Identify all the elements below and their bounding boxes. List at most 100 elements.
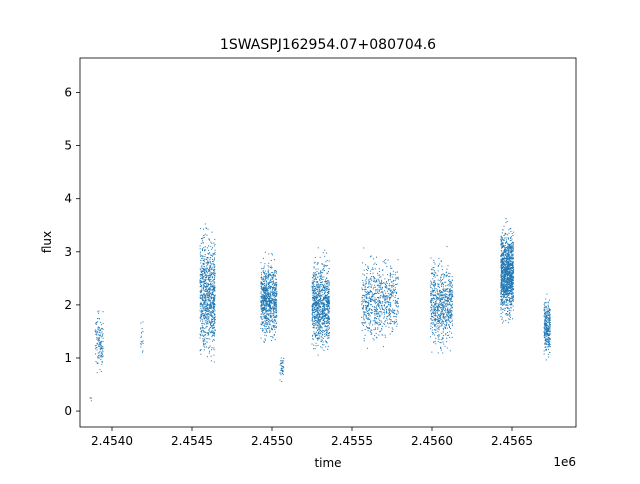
data-point xyxy=(273,305,275,307)
data-point xyxy=(273,281,275,283)
data-point xyxy=(382,295,384,297)
data-point xyxy=(323,302,325,304)
data-point xyxy=(273,302,275,304)
data-point xyxy=(362,279,364,281)
data-point xyxy=(507,267,509,269)
data-point xyxy=(364,334,366,336)
data-point xyxy=(434,282,436,284)
data-point xyxy=(211,307,213,309)
data-point xyxy=(214,272,216,274)
data-point xyxy=(267,313,269,315)
data-point xyxy=(213,278,215,280)
data-point xyxy=(214,267,216,269)
data-point xyxy=(364,280,366,282)
data-point xyxy=(273,284,275,286)
data-point xyxy=(276,292,278,294)
data-point xyxy=(316,302,318,304)
data-point xyxy=(205,299,207,301)
data-point xyxy=(206,290,208,292)
data-point xyxy=(210,311,212,313)
data-point xyxy=(436,296,438,298)
data-point xyxy=(444,300,446,302)
data-point xyxy=(446,331,448,333)
data-point xyxy=(509,277,511,279)
data-point xyxy=(268,301,270,303)
data-point xyxy=(200,272,202,274)
data-point xyxy=(263,295,265,297)
data-point xyxy=(318,328,320,330)
data-point xyxy=(205,286,207,287)
data-point xyxy=(274,283,276,285)
data-point xyxy=(101,360,103,362)
data-point xyxy=(446,303,448,305)
data-point xyxy=(274,339,276,341)
data-point xyxy=(275,278,277,280)
data-point xyxy=(511,238,513,240)
data-point xyxy=(506,299,508,301)
data-point xyxy=(376,279,378,281)
data-point xyxy=(280,370,282,372)
data-point xyxy=(270,291,272,293)
data-point xyxy=(390,284,392,286)
data-point xyxy=(96,322,98,324)
data-point xyxy=(511,273,513,275)
data-point xyxy=(382,302,384,304)
data-point xyxy=(96,338,98,340)
data-point xyxy=(264,305,266,307)
data-point xyxy=(202,321,204,323)
data-point xyxy=(365,264,367,266)
data-point xyxy=(200,313,202,315)
data-point xyxy=(325,281,327,283)
data-point xyxy=(431,273,433,275)
data-point xyxy=(312,321,314,323)
data-point xyxy=(323,303,325,305)
data-point xyxy=(451,300,453,302)
data-point xyxy=(395,283,397,285)
data-point xyxy=(269,304,271,306)
data-point xyxy=(271,313,273,315)
data-point xyxy=(501,257,503,259)
data-point xyxy=(323,330,325,332)
data-point xyxy=(397,277,399,279)
data-point xyxy=(201,290,203,292)
data-point xyxy=(100,344,102,346)
data-point xyxy=(449,310,451,312)
data-point xyxy=(382,291,384,293)
data-point xyxy=(208,270,210,272)
data-point xyxy=(383,323,385,325)
data-point xyxy=(433,342,435,344)
data-point xyxy=(317,289,319,291)
data-point xyxy=(327,302,329,304)
data-point xyxy=(446,268,448,270)
data-point xyxy=(99,341,101,343)
data-point xyxy=(261,278,263,280)
data-point xyxy=(507,276,509,278)
data-point xyxy=(311,343,313,345)
data-point xyxy=(313,320,315,322)
data-point xyxy=(272,281,274,283)
data-point xyxy=(431,272,433,274)
data-point xyxy=(319,284,321,286)
data-point xyxy=(384,336,386,338)
data-point xyxy=(212,327,214,329)
data-point xyxy=(201,313,203,315)
data-point xyxy=(269,279,271,281)
data-point xyxy=(448,283,450,285)
data-point xyxy=(508,268,510,270)
data-point xyxy=(430,299,432,301)
data-point xyxy=(311,306,313,308)
data-point xyxy=(437,307,439,309)
data-point xyxy=(320,313,322,315)
data-point xyxy=(363,298,365,300)
data-point xyxy=(320,327,322,329)
data-point xyxy=(268,292,270,294)
data-point xyxy=(501,308,503,310)
data-point xyxy=(212,255,213,257)
data-point xyxy=(435,306,437,308)
data-point xyxy=(99,346,101,348)
data-point xyxy=(509,287,511,289)
data-point xyxy=(209,276,211,278)
data-point xyxy=(317,301,319,303)
data-point xyxy=(312,305,314,307)
data-point xyxy=(328,332,330,333)
